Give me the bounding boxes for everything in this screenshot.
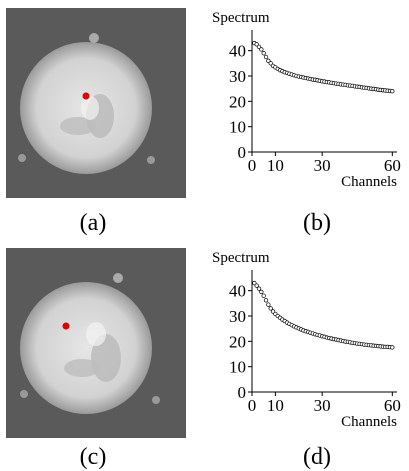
data-point — [252, 280, 257, 286]
data-point — [263, 54, 269, 60]
data-point — [254, 283, 259, 288]
x-axis-label: Channels — [341, 414, 397, 430]
x-tick-label: 0 — [248, 396, 257, 415]
x-tick-label: 30 — [314, 396, 331, 415]
data-point — [259, 289, 264, 295]
sample-disc — [20, 282, 152, 414]
y-tick-label: 10 — [229, 118, 246, 137]
data-point — [268, 61, 273, 66]
data-point — [256, 286, 262, 291]
x-tick-label: 60 — [384, 396, 401, 415]
data-point — [263, 298, 269, 303]
sample-nub-right — [147, 156, 155, 164]
data-point — [266, 58, 271, 63]
data-point — [390, 89, 395, 94]
chart-title: Spectrum — [212, 250, 270, 266]
sample-nub-left — [18, 154, 26, 162]
data-point — [261, 293, 266, 298]
x-tick-label: 10 — [267, 396, 284, 415]
data-point — [270, 309, 276, 314]
y-tick-label: 30 — [229, 67, 246, 86]
data-point — [254, 42, 259, 47]
data-point — [256, 44, 262, 50]
sample-dark-region — [60, 117, 96, 135]
caption-a: (a) — [79, 210, 107, 236]
x-axis-label: Channels — [341, 174, 397, 190]
caption-d: (d) — [303, 444, 331, 470]
y-tick-label: 40 — [229, 42, 246, 61]
x-tick-label: 0 — [248, 156, 257, 175]
image-panel-c — [6, 248, 186, 438]
data-point — [259, 47, 264, 52]
sample-dark-region — [64, 359, 100, 377]
red-marker — [82, 92, 90, 100]
data-point — [268, 306, 273, 311]
y-tick-label: 40 — [229, 282, 246, 301]
sample-nub-right — [152, 396, 160, 404]
sample-bright-region — [81, 96, 99, 120]
chart-title: Spectrum — [212, 10, 270, 26]
x-tick-label: 10 — [267, 156, 284, 175]
sample-nub-top — [89, 33, 99, 43]
sample-bright-region — [86, 322, 106, 346]
y-tick-label: 30 — [229, 307, 246, 326]
caption-c: (c) — [79, 444, 107, 470]
y-tick-label: 20 — [229, 332, 246, 351]
y-tick-label: 20 — [229, 92, 246, 111]
x-tick-label: 60 — [384, 156, 401, 175]
y-tick-label: 0 — [238, 143, 247, 162]
y-tick-label: 0 — [238, 383, 247, 402]
data-point — [261, 51, 266, 56]
red-marker — [62, 322, 70, 330]
sample-nub-left — [20, 390, 28, 398]
y-tick-label: 10 — [229, 358, 246, 377]
data-point — [266, 302, 271, 307]
sample-nub-top — [113, 273, 123, 283]
image-panel-a — [6, 8, 186, 198]
x-tick-label: 30 — [314, 156, 331, 175]
data-point — [390, 345, 395, 350]
caption-b: (b) — [303, 210, 331, 236]
